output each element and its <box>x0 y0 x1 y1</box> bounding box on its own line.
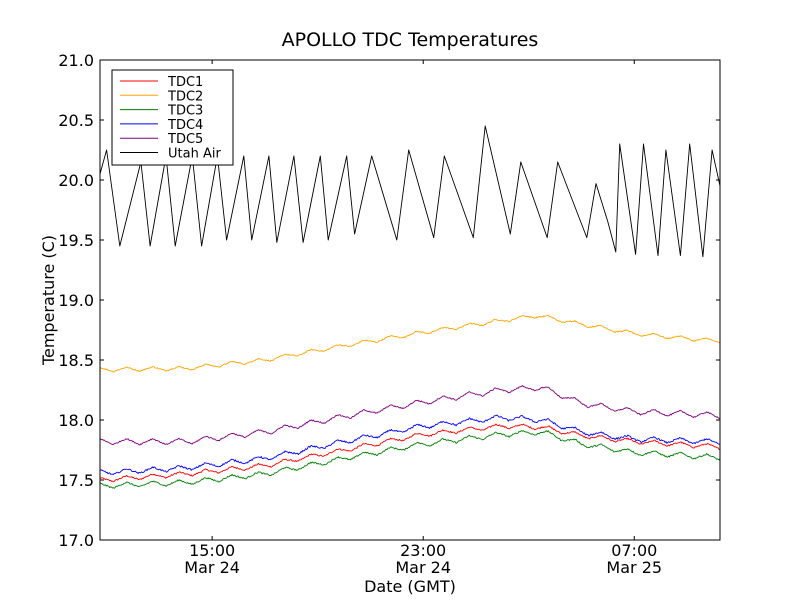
series-line-tdc2 <box>100 314 720 373</box>
x-axis-label: Date (GMT) <box>364 577 456 596</box>
y-axis-ticks: 17.0 17.5 18.0 18.5 19.0 19.5 20.0 20.5 21.0 <box>58 51 720 550</box>
series-line-tdc5 <box>100 385 720 446</box>
x-tick-time-label: 23:00 <box>400 541 446 560</box>
y-tick-label: 18.0 <box>58 411 94 430</box>
x-tick-date-label: Mar 25 <box>606 558 662 577</box>
legend-box <box>111 69 234 166</box>
legend-label: Utah Air <box>168 147 221 162</box>
y-tick-label: 20.0 <box>58 171 94 190</box>
y-tick-label: 19.5 <box>58 231 94 250</box>
chart-title: APOLLO TDC Temperatures <box>282 29 539 51</box>
legend-label: TDC3 <box>167 104 203 119</box>
y-tick-label: 18.5 <box>58 351 94 370</box>
x-tick-time-label: 15:00 <box>189 541 235 560</box>
y-tick-label: 20.5 <box>58 111 94 130</box>
legend-label: TDC4 <box>167 118 203 133</box>
series-line-tdc4 <box>100 414 720 475</box>
x-tick-date-label: Mar 24 <box>184 558 240 577</box>
legend-label: TDC5 <box>167 132 203 147</box>
series-layer <box>100 125 720 489</box>
legend-label: TDC1 <box>167 75 203 90</box>
y-tick-label: 17.5 <box>58 471 94 490</box>
series-line-tdc3 <box>100 430 720 489</box>
y-tick-label: 17.0 <box>58 531 94 550</box>
x-tick-date-label: Mar 24 <box>395 558 451 577</box>
series-line-utah-air <box>100 125 720 258</box>
x-tick-time-label: 07:00 <box>611 541 657 560</box>
y-axis-label: Temperature (C) <box>39 235 58 366</box>
legend-label: TDC2 <box>167 89 203 104</box>
series-line-tdc1 <box>100 423 720 483</box>
y-tick-label: 21.0 <box>58 51 94 70</box>
y-tick-label: 19.0 <box>58 291 94 310</box>
